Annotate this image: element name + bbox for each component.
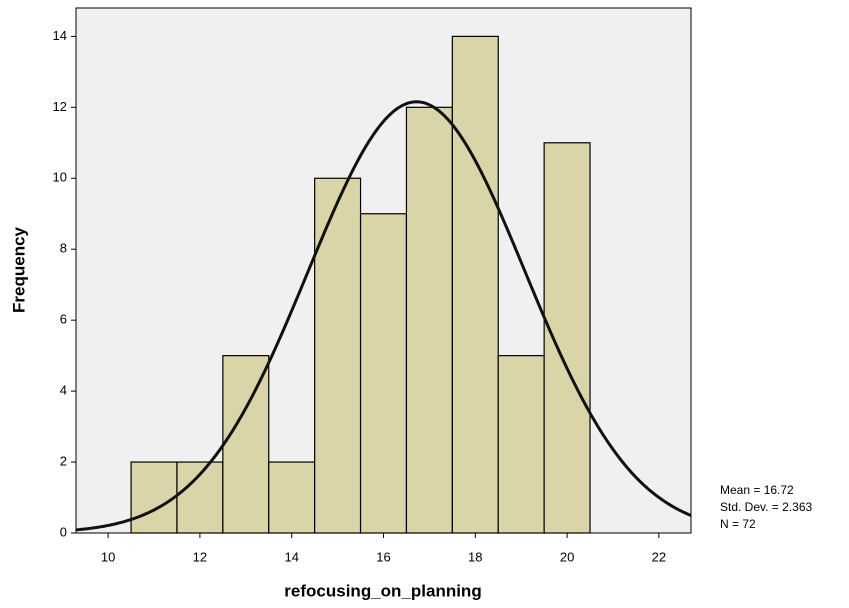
stat-sd: Std. Dev. = 2.363 (720, 500, 812, 514)
y-tick-label: 8 (60, 241, 67, 256)
bar (543, 142, 591, 534)
bar (314, 177, 362, 534)
y-tick-label: 6 (60, 312, 67, 327)
bar (359, 213, 408, 534)
stat-mean: Mean = 16.72 (720, 483, 794, 497)
x-tick-label: 20 (560, 549, 574, 564)
bar (451, 35, 499, 534)
y-tick-label: 0 (60, 524, 67, 539)
y-tick-label: 2 (60, 453, 67, 468)
x-tick-label: 18 (468, 549, 482, 564)
x-tick-label: 16 (376, 549, 390, 564)
x-tick-label: 14 (284, 549, 298, 564)
y-tick-label: 14 (53, 28, 67, 43)
x-tick-label: 22 (652, 549, 666, 564)
bar (130, 461, 178, 534)
y-tick-label: 12 (53, 99, 67, 114)
y-axis-title: Frequency (9, 226, 28, 313)
y-tick-label: 4 (60, 383, 67, 398)
normal-curve (75, 100, 692, 532)
bar (405, 106, 453, 534)
y-tick-label: 10 (53, 170, 67, 185)
stat-n: N = 72 (720, 517, 756, 531)
bar (268, 461, 316, 534)
x-tick-label: 10 (101, 549, 115, 564)
bar (497, 355, 545, 534)
x-axis-title: refocusing_on_planning (284, 581, 481, 600)
x-tick-label: 12 (193, 549, 207, 564)
bar (222, 355, 270, 534)
